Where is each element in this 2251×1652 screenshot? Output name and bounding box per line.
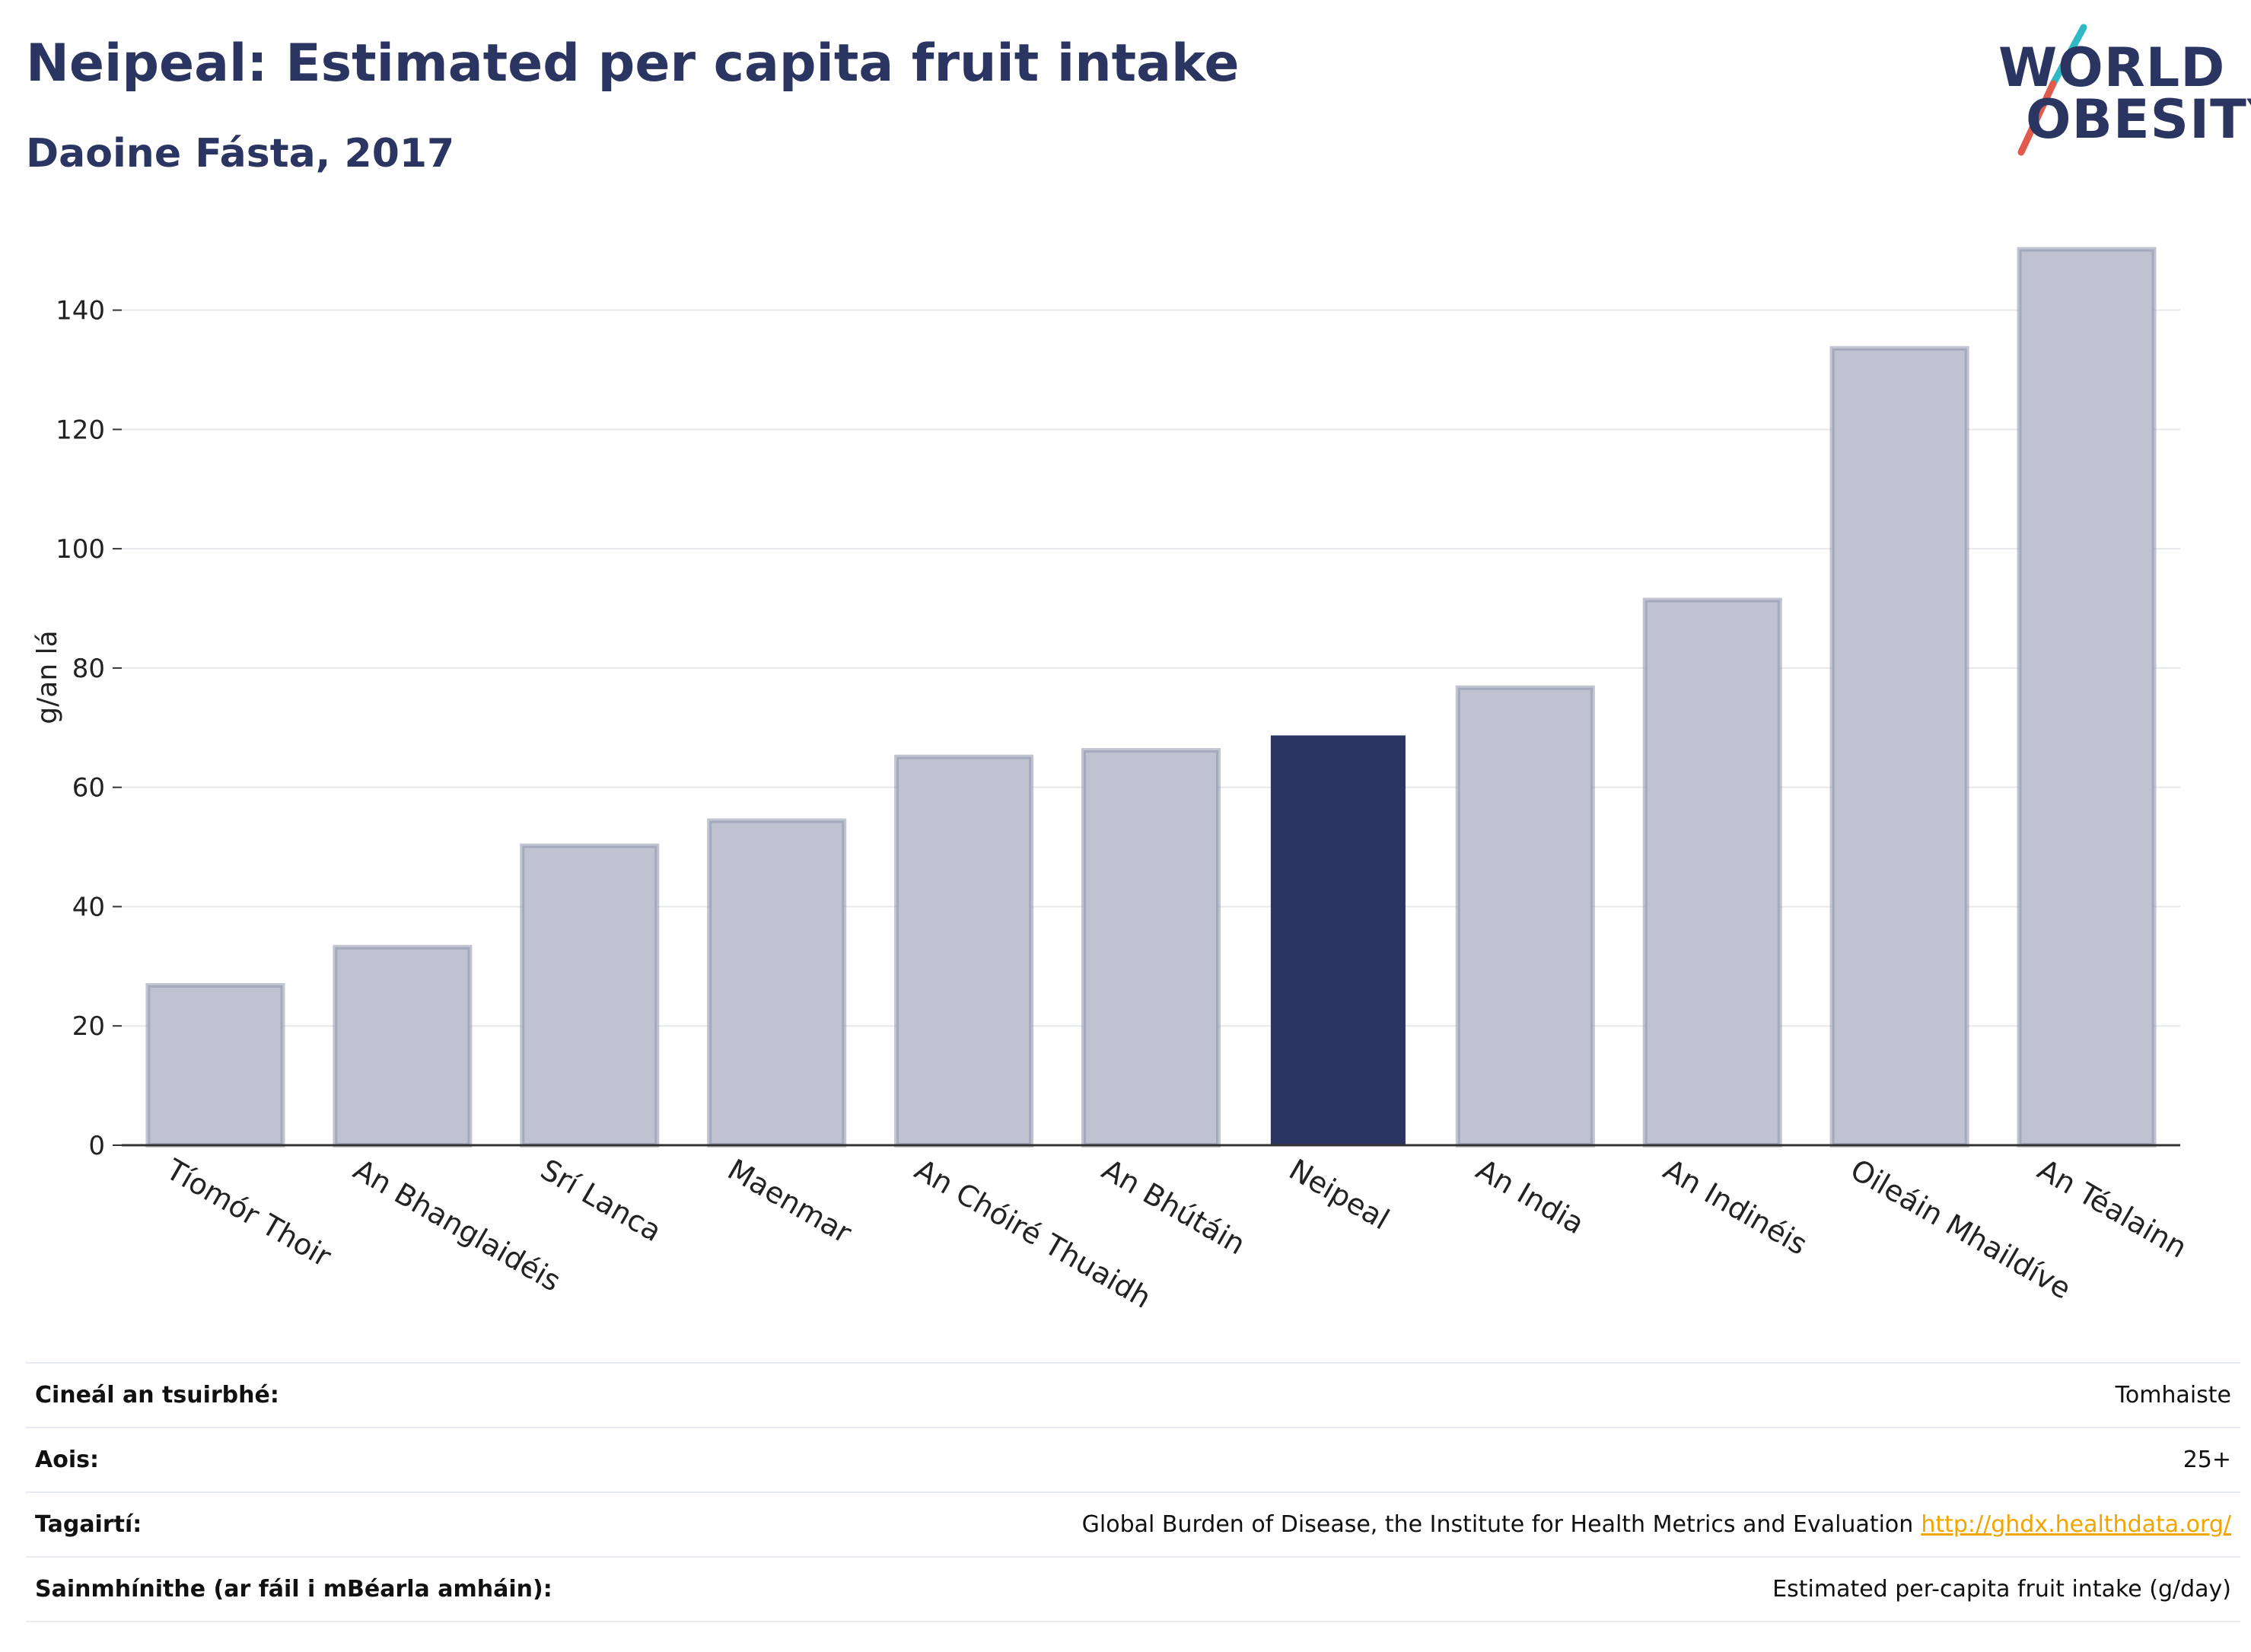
bars-layer bbox=[145, 247, 2157, 1148]
y-axis-label: g/an lá bbox=[32, 630, 63, 724]
y-tick-label: 120 bbox=[56, 415, 105, 445]
meta-value: Tomhaiste bbox=[2115, 1382, 2231, 1408]
y-tick-label: 40 bbox=[72, 892, 105, 922]
meta-label: Aois: bbox=[35, 1447, 99, 1473]
page-subtitle: Daoine Fásta, 2017 bbox=[26, 131, 455, 177]
meta-value-references: Global Burden of Disease, the Institute … bbox=[1082, 1511, 2240, 1538]
y-tick-label: 140 bbox=[56, 296, 105, 326]
bar[interactable] bbox=[1829, 345, 1969, 1147]
bar[interactable] bbox=[333, 944, 473, 1148]
bar-chart: 0 20 40 60 80 100 120 140 Tíomór Thoir An Bhangla… bbox=[32, 247, 2192, 1315]
logo-slash-bottom bbox=[2017, 80, 2057, 156]
y-tick-label: 100 bbox=[56, 534, 105, 565]
bar[interactable] bbox=[1642, 597, 1782, 1147]
bar[interactable] bbox=[1270, 735, 1406, 1145]
bar[interactable] bbox=[520, 843, 660, 1148]
meta-label: Cineál an tsuirbhé: bbox=[35, 1382, 279, 1408]
x-tick-label: An Bhútáin bbox=[1097, 1153, 1251, 1262]
logo-slash-icon bbox=[2017, 24, 2087, 156]
y-tick-label: 20 bbox=[72, 1011, 105, 1042]
x-tick-label: Tíomór Thoir bbox=[160, 1152, 337, 1274]
y-tick-label: 80 bbox=[72, 654, 105, 684]
bar[interactable] bbox=[894, 754, 1034, 1147]
meta-row-references: Tagairtí: Global Burden of Disease, the … bbox=[26, 1491, 2240, 1556]
metadata-table: Cineál an tsuirbhé: Tomhaiste Aois: 25+ … bbox=[26, 1362, 2240, 1622]
bar[interactable] bbox=[2017, 247, 2157, 1147]
bar[interactable] bbox=[145, 982, 285, 1148]
bar[interactable] bbox=[1455, 685, 1595, 1147]
logo-slash-top bbox=[2049, 24, 2087, 88]
bar[interactable] bbox=[1081, 748, 1221, 1147]
meta-label: Sainmhínithe (ar fáil i mBéarla amháin): bbox=[35, 1576, 552, 1603]
meta-row-definitions: Sainmhínithe (ar fáil i mBéarla amháin):… bbox=[26, 1556, 2240, 1622]
logo-line1: WORLD bbox=[1998, 37, 2226, 99]
logo-line2: OBESITY bbox=[2026, 88, 2251, 151]
meta-row-survey-type: Cineál an tsuirbhé: Tomhaiste bbox=[26, 1362, 2240, 1427]
page-title: Neipeal: Estimated per capita fruit inta… bbox=[26, 33, 1240, 94]
meta-value: Estimated per-capita fruit intake (g/day… bbox=[1772, 1576, 2231, 1603]
reference-link[interactable]: http://ghdx.healthdata.org/ bbox=[1921, 1511, 2231, 1538]
x-tick-label: An Téalainn bbox=[2032, 1153, 2192, 1265]
y-tick-label: 60 bbox=[72, 773, 105, 804]
x-tick-label: Neipeal bbox=[1284, 1153, 1395, 1237]
meta-row-age: Aois: 25+ bbox=[26, 1427, 2240, 1491]
x-tick-label: An Indinéis bbox=[1657, 1153, 1813, 1262]
meta-value: 25+ bbox=[2183, 1447, 2231, 1473]
x-tick-label: An Bhanglaidéis bbox=[348, 1153, 566, 1298]
bar[interactable] bbox=[707, 818, 847, 1148]
x-tick-label: Srí Lanca bbox=[535, 1153, 667, 1249]
y-tick-label: 0 bbox=[88, 1131, 105, 1161]
meta-label: Tagairtí: bbox=[35, 1511, 142, 1538]
world-obesity-logo: WORLD OBESITY bbox=[1994, 23, 2251, 160]
x-tick-label: An India bbox=[1471, 1153, 1590, 1241]
reference-text: Global Burden of Disease, the Institute … bbox=[1081, 1511, 1914, 1538]
x-tick-label: Maenmar bbox=[722, 1153, 858, 1250]
